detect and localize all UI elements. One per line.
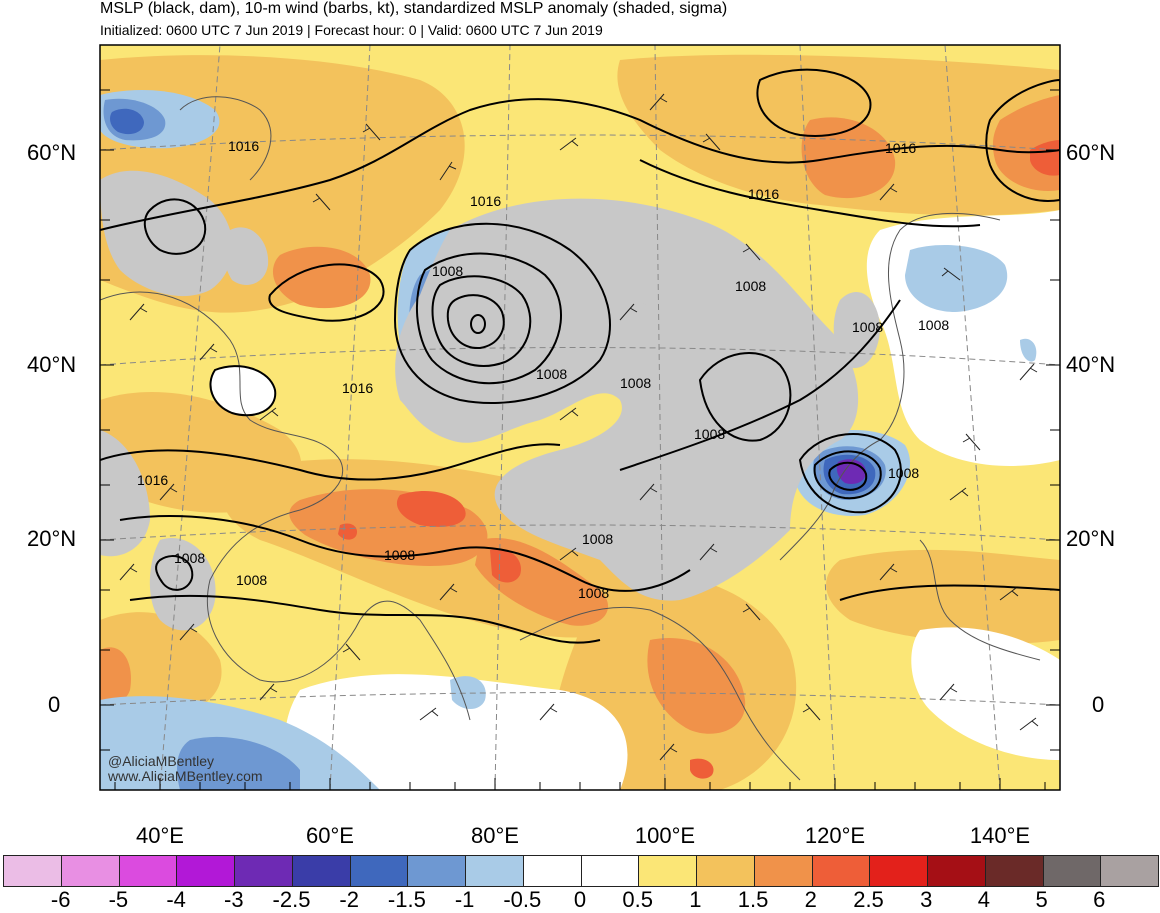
colorbar-tick-label: 5 xyxy=(1035,887,1048,912)
colorbar-tick-label: -6 xyxy=(50,887,71,912)
colorbar-tick-label: 1.5 xyxy=(737,887,769,912)
lat-label-right: 60°N xyxy=(1066,140,1116,165)
wind-barbs xyxy=(119,93,1039,761)
lat-label-left: 60°N xyxy=(27,140,77,165)
colorbar-swatch xyxy=(754,856,813,886)
graticule xyxy=(100,45,1060,790)
very-strong-positive-anomaly-regions xyxy=(338,140,1060,779)
contour-label: 1016 xyxy=(885,140,916,156)
masked-terrain-regions xyxy=(100,170,880,631)
colorbar-swatch xyxy=(812,856,871,886)
colorbar-tick-label: 0.5 xyxy=(622,887,653,912)
contour-label: 1008 xyxy=(620,375,651,391)
colorbar-swatch xyxy=(61,856,120,886)
lat-label-left: 40°N xyxy=(27,352,77,377)
contour-label: 1016 xyxy=(470,193,501,209)
colorbar-swatch xyxy=(523,856,582,886)
map-subtitle: Initialized: 0600 UTC 7 Jun 2019 | Forec… xyxy=(100,22,603,38)
coastlines xyxy=(100,96,1041,781)
colorbar-swatch xyxy=(350,856,409,886)
colorbar-tick-label: 0 xyxy=(573,887,587,912)
contour-labels: 1016 1016 1016 1016 1008 1008 1008 1008 … xyxy=(137,138,949,601)
credit-site: www.AliciaMBentley.com xyxy=(108,768,263,784)
colorbar-swatch xyxy=(697,856,755,886)
lon-label: 140°E xyxy=(969,823,1031,848)
contour-label: 1008 xyxy=(582,531,613,547)
colorbar-tick-label: -1.5 xyxy=(387,887,426,912)
colorbar-swatch xyxy=(639,856,697,886)
contour-label: 1016 xyxy=(748,186,779,202)
lon-label: 120°E xyxy=(804,823,866,848)
colorbar-tick-label: -5 xyxy=(108,887,129,912)
contour-label: 1008 xyxy=(578,585,609,601)
contour-label: 1008 xyxy=(694,426,725,442)
contour-label: 1008 xyxy=(918,317,949,333)
colorbar-tick-label: 1 xyxy=(689,887,702,912)
contour-label: 1008 xyxy=(888,465,919,481)
contour-label: 1016 xyxy=(342,380,373,396)
lon-label: 40°E xyxy=(136,823,184,848)
contour-label: 1008 xyxy=(735,278,766,294)
colorbar-tick-label: 2 xyxy=(804,887,817,912)
colorbar-swatch xyxy=(119,856,178,886)
lat-label-left: 20°N xyxy=(27,526,77,551)
colorbar-tick-label: -2.5 xyxy=(272,887,311,912)
colorbar-tick-label: 3 xyxy=(920,887,933,912)
axis-ticks xyxy=(100,89,1060,790)
colorbar xyxy=(3,855,1159,887)
colorbar-swatch xyxy=(235,856,293,886)
colorbar-swatch xyxy=(870,856,928,886)
colorbar-tick-label: -4 xyxy=(166,887,186,912)
map-title: MSLP (black, dam), 10-m wind (barbs, kt)… xyxy=(100,0,728,17)
colorbar-swatch xyxy=(1101,856,1158,886)
colorbar-swatch xyxy=(408,856,466,886)
colorbar-swatch xyxy=(292,856,351,886)
contour-label: 1008 xyxy=(536,366,567,382)
colorbar-tick-label: -2 xyxy=(339,887,359,912)
lon-label: 60°E xyxy=(306,823,354,848)
colorbar-swatch xyxy=(1043,856,1102,886)
colorbar-tick-label: 6 xyxy=(1093,887,1106,912)
colorbar-swatch xyxy=(177,856,235,886)
contour-label: 1008 xyxy=(852,319,883,335)
colorbar-swatch xyxy=(985,856,1044,886)
colorbar-tick-label: -1 xyxy=(454,887,475,912)
lat-label-left: 0 xyxy=(48,692,61,717)
lon-label: 80°E xyxy=(471,823,519,848)
mslp-contours xyxy=(100,68,1060,644)
contour-label: 1008 xyxy=(174,550,205,566)
colorbar-swatch xyxy=(4,856,62,886)
colorbar-tick-label: -3 xyxy=(224,887,244,912)
colorbar-swatch xyxy=(928,856,986,886)
colorbar-tick-label: -0.5 xyxy=(503,887,542,912)
lon-label: 100°E xyxy=(634,823,696,848)
lat-label-right: 0 xyxy=(1092,692,1105,717)
lat-label-right: 20°N xyxy=(1066,526,1116,551)
colorbar-swatch xyxy=(581,856,640,886)
contour-label: 1008 xyxy=(236,572,267,588)
colorbar-tick-label: 4 xyxy=(977,887,991,912)
credit-handle: @AliciaMBentley xyxy=(108,753,215,769)
colorbar-swatch xyxy=(466,856,524,886)
colorbar-tick-label: 2.5 xyxy=(853,887,884,912)
contour-label: 1008 xyxy=(384,547,415,563)
lat-label-right: 40°N xyxy=(1066,352,1116,377)
contour-label: 1016 xyxy=(137,472,168,488)
contour-label: 1016 xyxy=(228,138,259,154)
contour-label: 1008 xyxy=(432,263,463,279)
